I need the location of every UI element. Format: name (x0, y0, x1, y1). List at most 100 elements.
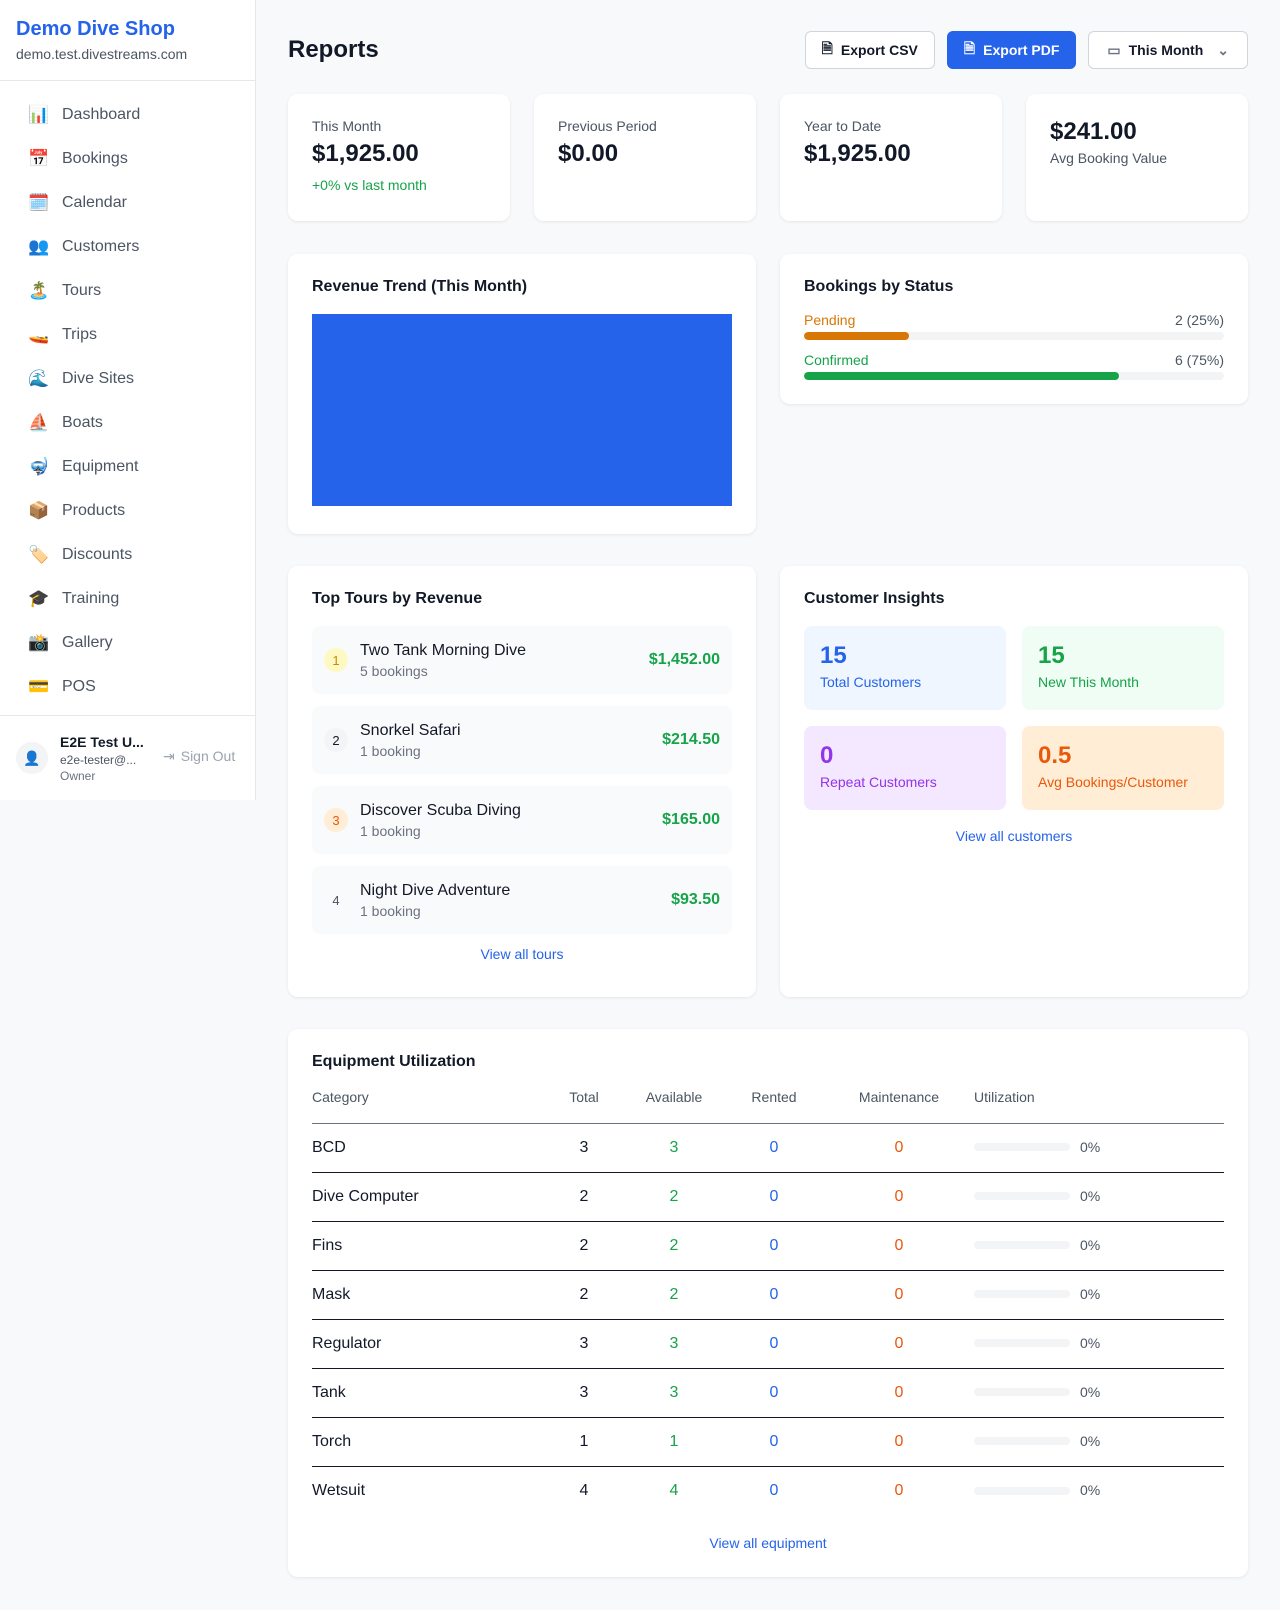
table-cell: 4 (669, 1481, 679, 1499)
dive-sites-icon: 🌊 (28, 369, 50, 388)
sidebar: Demo Dive Shop demo.test.divestreams.com… (0, 0, 256, 800)
sidebar-item-tours[interactable]: 🏝️ Tours (16, 269, 239, 313)
table-row: Fins 2 2 0 0 0% (312, 1221, 1224, 1271)
rank-badge: 2 (324, 728, 348, 752)
utilization-percent: 0% (1080, 1187, 1101, 1204)
utilization-bar (974, 1388, 1070, 1397)
table-cell: 0 (824, 1221, 974, 1271)
status-progress-fill (804, 372, 1119, 380)
shop-domain: demo.test.divestreams.com (16, 46, 188, 62)
pos-icon: 💳 (28, 677, 50, 696)
stat-value: $0.00 (558, 140, 619, 167)
sidebar-item-equipment[interactable]: 🤿 Equipment (16, 445, 239, 489)
tour-item[interactable]: 2 Snorkel Safari 1 booking $214.50 (312, 706, 732, 774)
sidebar-item-pos[interactable]: 💳 POS (16, 665, 239, 709)
bookings-status-card: Bookings by Status Pending 2 (25%) Confirm… (780, 254, 1248, 404)
table-cell: 3 (624, 1123, 724, 1173)
stat-label: Previous Period (558, 118, 657, 134)
tour-item[interactable]: 3 Discover Scuba Diving 1 booking $165.00 (312, 786, 732, 854)
stat-value: $1,925.00 (312, 140, 419, 167)
sidebar-item-products[interactable]: 📦 Products (16, 489, 239, 533)
tours-icon: 🏝️ (28, 281, 50, 300)
sidebar-item-label: Calendar (62, 194, 127, 211)
sign-out-button[interactable]: ⇥ Sign Out (163, 748, 235, 765)
sidebar-item-bookings[interactable]: 📅 Bookings (16, 137, 239, 181)
insight-total-customers: 15 Total Customers (804, 626, 1006, 710)
table-cell: Regulator (312, 1319, 544, 1369)
user-icon: 👤 (16, 742, 48, 774)
sidebar-item-trips[interactable]: 🚤 Trips (16, 313, 239, 357)
table-cell: 2 (624, 1172, 724, 1222)
tour-name: Discover Scuba Diving (360, 801, 521, 819)
status-progress-bar (804, 332, 1224, 340)
stat-value: $241.00 (1050, 118, 1137, 145)
table-row: Tank 3 3 0 0 0% (312, 1368, 1224, 1418)
sidebar-item-label: Tours (62, 282, 102, 299)
sidebar-item-label: Products (62, 502, 126, 519)
revenue-chart (312, 314, 732, 506)
equipment-icon: 🤿 (28, 457, 50, 476)
export-pdf-button[interactable]: 🗎 Export PDF (946, 31, 1077, 69)
bookings-status-title: Bookings by Status (804, 278, 954, 295)
status-row-pending: Pending 2 (25%) (804, 312, 1224, 340)
sidebar-item-customers[interactable]: 👥 Customers (16, 225, 239, 269)
status-progress-bar (804, 372, 1224, 380)
discounts-icon: 🏷️ (28, 545, 50, 564)
table-cell: 2 (544, 1270, 624, 1320)
column-header: Rented (724, 1089, 824, 1124)
table-cell: 2 (624, 1221, 724, 1271)
shop-name[interactable]: Demo Dive Shop (16, 18, 175, 40)
utilization-percent: 0% (1080, 1481, 1101, 1498)
sidebar-item-label: Gallery (62, 634, 113, 651)
tour-revenue: $165.00 (662, 811, 720, 828)
equipment-title: Equipment Utilization (312, 1053, 476, 1070)
table-cell: 0 (724, 1417, 824, 1467)
status-row-confirmed: Confirmed 6 (75%) (804, 352, 1224, 380)
table-cell: 3 (544, 1319, 624, 1369)
view-all-customers-link[interactable]: View all customers (955, 828, 1073, 844)
sidebar-item-boats[interactable]: ⛵ Boats (16, 401, 239, 445)
sign-out-icon: ⇥ (163, 748, 175, 764)
revenue-trend-card: Revenue Trend (This Month) (288, 254, 756, 534)
period-select[interactable]: ▭ This Month ⌄ (1088, 31, 1248, 69)
user-email: e2e-tester@... (60, 753, 137, 767)
view-all-equipment-link[interactable]: View all equipment (709, 1535, 827, 1551)
table-cell: Tank (312, 1368, 544, 1418)
table-cell: 4 (579, 1481, 589, 1499)
sidebar-item-calendar[interactable]: 🗓️ Calendar (16, 181, 239, 225)
page-title: Reports (288, 36, 379, 63)
export-csv-label: Export CSV (840, 42, 918, 58)
export-csv-button[interactable]: 🗎 Export CSV (804, 31, 935, 69)
utilization-bar (974, 1437, 1070, 1446)
revenue-trend-title: Revenue Trend (This Month) (312, 278, 528, 295)
stat-value: $1,925.00 (804, 140, 911, 167)
status-count: 6 (75%) (1174, 352, 1224, 368)
table-cell: 0% (974, 1368, 1224, 1418)
stat-avg-booking: $241.00 Avg Booking Value (1026, 94, 1248, 221)
sidebar-item-dive-sites[interactable]: 🌊 Dive Sites (16, 357, 239, 401)
table-row: Mask 2 2 0 0 0% (312, 1270, 1224, 1320)
insight-value: 0.5 (1038, 742, 1072, 769)
view-all-tours-link[interactable]: View all tours (480, 946, 564, 962)
table-cell: 3 (624, 1368, 724, 1418)
utilization-bar (974, 1339, 1070, 1348)
tour-revenue: $93.50 (671, 891, 720, 908)
insight-label: Total Customers (820, 674, 922, 690)
sidebar-item-dashboard[interactable]: 📊 Dashboard (16, 93, 239, 137)
user-role: Owner (60, 769, 96, 783)
status-label: Pending (804, 312, 856, 328)
insight-repeat-customers: 0 Repeat Customers (804, 726, 1006, 810)
tour-item[interactable]: 1 Two Tank Morning Dive 5 bookings $1,452.0… (312, 626, 732, 694)
table-row: Torch 1 1 0 0 0% (312, 1417, 1224, 1467)
utilization-bar (974, 1192, 1070, 1201)
utilization-percent: 0% (1080, 1334, 1101, 1351)
sidebar-item-gallery[interactable]: 📸 Gallery (16, 621, 239, 665)
table-cell: 0% (974, 1123, 1224, 1173)
customer-insights-title: Customer Insights (804, 590, 945, 607)
table-cell: 0% (974, 1319, 1224, 1369)
sidebar-item-discounts[interactable]: 🏷️ Discounts (16, 533, 239, 577)
table-cell: 0% (974, 1221, 1224, 1271)
calendar-icon: 🗓️ (28, 193, 50, 212)
sidebar-item-training[interactable]: 🎓 Training (16, 577, 239, 621)
tour-item[interactable]: 4 Night Dive Adventure 1 booking $93.50 (312, 866, 732, 934)
